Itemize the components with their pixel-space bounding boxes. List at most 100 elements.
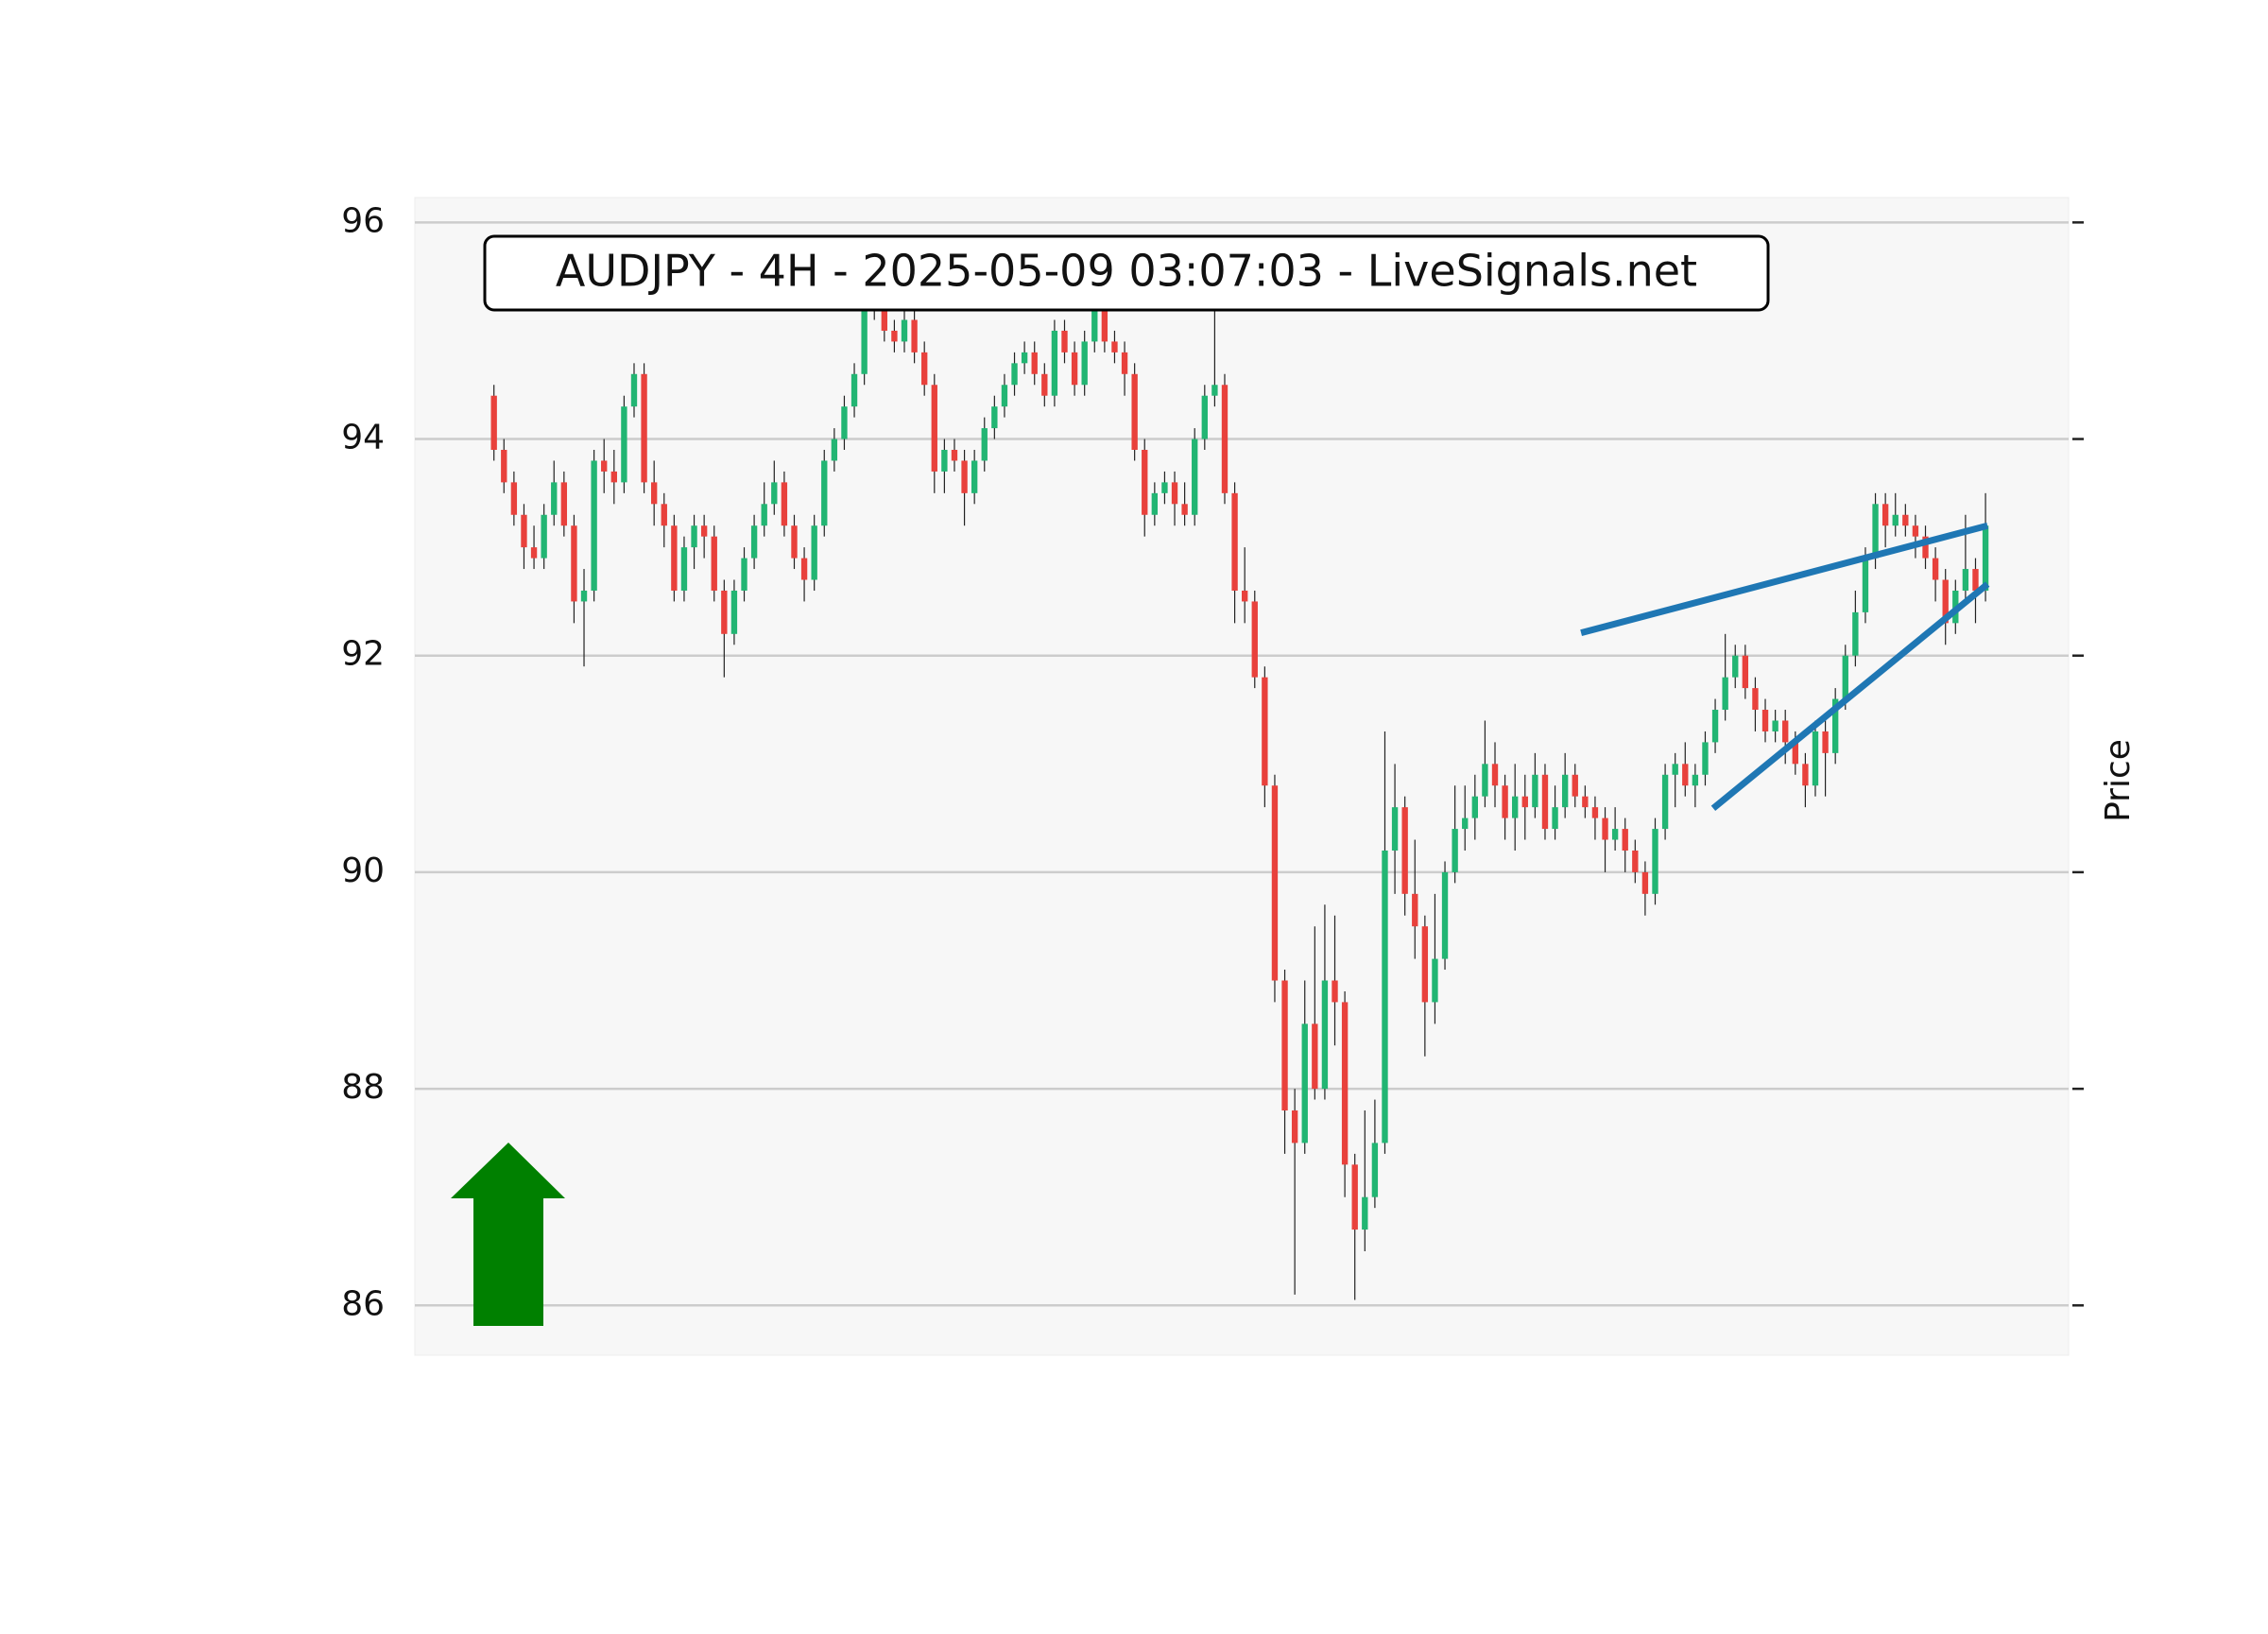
candle-body	[1421, 926, 1429, 1003]
candle-body	[1101, 309, 1108, 342]
candle-body	[1061, 330, 1068, 353]
candle-body	[1502, 785, 1508, 818]
candle-body	[1181, 504, 1188, 515]
plot-area	[414, 197, 2070, 1356]
candle-body	[1802, 764, 1809, 786]
candle-body	[1171, 482, 1178, 505]
y-axis-label: Price	[2099, 739, 2138, 822]
candle-body	[1391, 807, 1399, 851]
candle-body	[1452, 829, 1458, 872]
candle-body	[661, 504, 667, 526]
y-tick-label: 90	[341, 851, 385, 890]
candle-body	[1041, 373, 1048, 396]
candle-body	[691, 525, 697, 548]
candle-body	[1822, 731, 1829, 753]
candle-body	[1541, 774, 1549, 830]
candle-body	[1611, 829, 1619, 840]
candle-body	[1881, 504, 1889, 526]
candle-body	[1732, 655, 1739, 678]
candle-body	[1702, 742, 1709, 775]
candle-body	[1412, 893, 1418, 927]
candle-body	[1652, 829, 1658, 894]
candle-body	[1752, 688, 1759, 711]
candle-body	[1121, 352, 1128, 374]
candle-body	[931, 385, 937, 472]
candle-body	[730, 590, 738, 634]
candle-body	[941, 450, 948, 472]
y-tick-label: 88	[341, 1068, 385, 1107]
candle-body	[591, 460, 597, 591]
grid: 86 88 90 92 94 96	[341, 201, 2084, 1323]
candle-body	[671, 525, 678, 591]
candle-body	[490, 395, 497, 451]
candle-body	[1742, 655, 1749, 689]
candle-body	[1031, 352, 1038, 374]
candle-body	[530, 547, 538, 559]
candle-body	[1471, 796, 1478, 818]
candle-body	[700, 525, 708, 537]
candle-body	[891, 330, 898, 342]
chart-title: AUDJPY - 4H - 2025-05-09 03:07:03 - Live…	[556, 246, 1697, 297]
candle-body	[971, 460, 978, 493]
candle-body	[951, 450, 958, 461]
candle-body	[1832, 698, 1839, 753]
candle-body	[1301, 1023, 1308, 1144]
candle-body	[551, 482, 558, 515]
candle-body	[1942, 579, 1949, 624]
candle-body	[841, 406, 848, 439]
candle-body	[850, 373, 858, 407]
candle-body	[1201, 395, 1208, 439]
candle-body	[621, 406, 627, 483]
candle-body	[501, 450, 507, 483]
candle-body	[921, 352, 928, 386]
candle-body	[1111, 341, 1118, 353]
candle-body	[1521, 796, 1528, 808]
candle-body	[1151, 492, 1159, 515]
candle-body	[1341, 1002, 1349, 1165]
candle-body	[1071, 352, 1078, 386]
candle-body	[1362, 1196, 1368, 1230]
candle-body	[1711, 710, 1719, 743]
candle-body	[1512, 796, 1519, 818]
candle-body	[1332, 980, 1338, 1003]
candle-body	[1641, 871, 1649, 894]
candle-body	[1682, 764, 1689, 786]
candle-body	[1591, 807, 1599, 818]
candle-body	[1401, 807, 1408, 894]
candle-body	[1131, 373, 1138, 451]
candle-body	[1852, 611, 1859, 656]
candle-body	[601, 460, 608, 472]
candle-body	[1271, 785, 1279, 981]
candle-body	[750, 525, 758, 559]
candle-body	[1192, 439, 1198, 515]
candle-body	[1962, 569, 1969, 591]
candle-body	[1842, 655, 1848, 699]
y-tick-label: 86	[341, 1284, 385, 1323]
candle-body	[1672, 764, 1678, 775]
candle-body	[761, 504, 767, 526]
candle-body	[1251, 601, 1258, 678]
candle-body	[1441, 871, 1449, 959]
candle-body	[721, 590, 728, 634]
candle-body	[991, 406, 998, 429]
candle-body	[1602, 817, 1608, 840]
candle-body	[1982, 525, 1989, 591]
candle-body	[901, 319, 908, 342]
candle-body	[630, 373, 638, 407]
y-tick-label: 96	[341, 201, 385, 240]
candle-body	[1021, 352, 1028, 364]
candle-body	[1081, 341, 1088, 386]
trendline	[1580, 522, 1989, 637]
candle-body	[1231, 492, 1238, 591]
candle-body	[1692, 774, 1699, 786]
candle-body	[1291, 1110, 1298, 1144]
candle-body	[811, 525, 817, 580]
candle-body	[510, 482, 518, 515]
candle-body	[571, 525, 577, 602]
candle-body	[1632, 850, 1639, 872]
candle-body	[791, 525, 798, 559]
candle-body	[1722, 677, 1728, 711]
candle-body	[861, 309, 868, 374]
candle-body	[1221, 385, 1228, 493]
candle-body	[1572, 774, 1578, 797]
